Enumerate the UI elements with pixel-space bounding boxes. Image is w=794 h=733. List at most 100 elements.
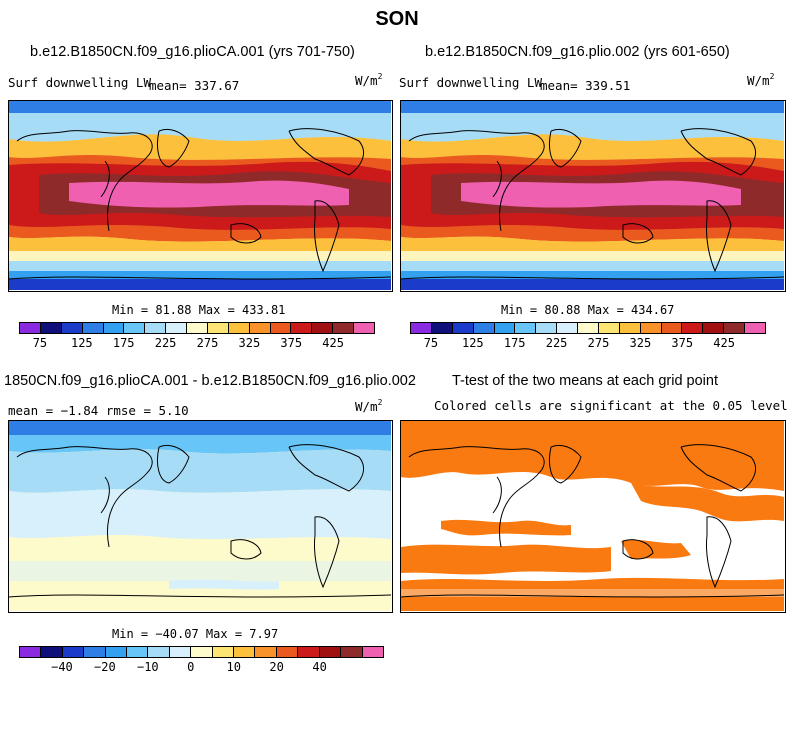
colorbar-tick-label: 175 [503, 336, 526, 350]
colorbar-swatch [640, 323, 662, 333]
colorbar-swatch [354, 323, 374, 333]
colorbar-tick-label: 425 [322, 336, 344, 350]
colorbar-swatch [40, 323, 62, 333]
colorbar-swatch [105, 647, 128, 657]
colorbar-swatch [41, 647, 63, 657]
panel2-minmax: Min = 80.88 Max = 434.67 [501, 303, 675, 317]
colorbar-swatch [298, 647, 320, 657]
colorbar-swatch [270, 323, 292, 333]
colorbar-swatch [191, 647, 213, 657]
colorbar-swatch [703, 323, 725, 333]
colorbar-tick-label: −20 [94, 660, 116, 674]
colorbar-swatch [557, 323, 578, 333]
colorbar-swatch [411, 323, 432, 333]
colorbar-swatch [682, 323, 704, 333]
colorbar-tick-label: 225 [545, 336, 568, 350]
colorbar-swatch [319, 647, 342, 657]
panel3-colorbar-ticks: −40 −20 −10 0 10 20 40 [19, 660, 384, 676]
colorbar-swatch [20, 647, 42, 657]
colorbar-swatch [661, 323, 683, 333]
colorbar-swatch [148, 647, 170, 657]
colorbar-swatch [249, 323, 271, 333]
colorbar-swatch [341, 647, 363, 657]
colorbar-swatch [169, 647, 192, 657]
colorbar-swatch [228, 323, 250, 333]
panel4-subtitle: Colored cells are significant at the 0.0… [434, 398, 788, 413]
colorbar-tick-label: 0 [187, 660, 195, 674]
panel3-units: W/m2 [355, 398, 383, 414]
colorbar-swatch [312, 323, 334, 333]
colorbar-swatch [745, 323, 765, 333]
panel1-variable: Surf downwelling LW [8, 75, 151, 90]
colorbar-swatch [166, 323, 187, 333]
colorbar-tick-label: 275 [196, 336, 219, 350]
colorbar-swatch [619, 323, 641, 333]
colorbar-tick-label: 40 [312, 660, 327, 674]
colorbar-swatch [452, 323, 474, 333]
colorbar-swatch [61, 323, 83, 333]
colorbar-tick-label: 125 [70, 336, 93, 350]
colorbar-swatch [333, 323, 354, 333]
colorbar-swatch [212, 647, 235, 657]
colorbar-swatch [84, 647, 106, 657]
colorbar-swatch [578, 323, 599, 333]
panel3-minmax: Min = −40.07 Max = 7.97 [112, 627, 279, 641]
colorbar-swatch [145, 323, 167, 333]
colorbar-swatch [724, 323, 745, 333]
colorbar-swatch [276, 647, 299, 657]
colorbar-swatch [494, 323, 516, 333]
panel2-colorbar-ticks: 75 125 175 225 275 325 375 425 [410, 336, 766, 352]
colorbar-swatch [124, 323, 146, 333]
colorbar-swatch [473, 323, 495, 333]
colorbar-tick-label: 75 [32, 336, 48, 350]
colorbar-swatch [362, 647, 383, 657]
panel1-units: W/m2 [355, 72, 383, 88]
panel2-title: b.e12.B1850CN.f09_g16.plio.002 (yrs 601-… [425, 44, 730, 60]
colorbar-tick-label: 425 [713, 336, 735, 350]
panel1-minmax: Min = 81.88 Max = 433.81 [112, 303, 286, 317]
figure-title: SON [375, 8, 419, 30]
colorbar-swatch [234, 647, 256, 657]
colorbar-tick-label: 375 [671, 336, 694, 350]
colorbar-swatch [598, 323, 620, 333]
panel3-colorbar [19, 646, 384, 658]
colorbar-tick-label: 125 [461, 336, 484, 350]
colorbar-tick-label: 375 [280, 336, 303, 350]
colorbar-swatch [431, 323, 453, 333]
colorbar-tick-label: 175 [112, 336, 135, 350]
panel2-map [400, 100, 786, 292]
colorbar-tick-label: 10 [226, 660, 241, 674]
colorbar-swatch [20, 323, 41, 333]
panel2-mean: mean= 339.51 [540, 78, 631, 93]
panel2-variable: Surf downwelling LW [399, 75, 542, 90]
colorbar-tick-label: 225 [154, 336, 177, 350]
panel3-map [8, 420, 393, 613]
panel2-units: W/m2 [747, 72, 775, 88]
colorbar-swatch [291, 323, 313, 333]
colorbar-swatch [536, 323, 558, 333]
colorbar-tick-label: 325 [629, 336, 652, 350]
colorbar-swatch [127, 647, 149, 657]
panel4-map [400, 420, 786, 613]
colorbar-swatch [207, 323, 229, 333]
panel2-colorbar [410, 322, 766, 334]
colorbar-tick-label: −40 [51, 660, 73, 674]
panel4-title: T-test of the two means at each grid poi… [452, 373, 718, 389]
panel1-mean: mean= 337.67 [149, 78, 240, 93]
colorbar-swatch [82, 323, 104, 333]
panel1-map [8, 100, 393, 292]
colorbar-tick-label: −10 [136, 660, 159, 674]
colorbar-tick-label: 325 [238, 336, 261, 350]
colorbar-swatch [62, 647, 85, 657]
colorbar-swatch [103, 323, 125, 333]
panel1-colorbar [19, 322, 375, 334]
colorbar-tick-label: 275 [587, 336, 610, 350]
panel3-stats: mean = −1.84 rmse = 5.10 [8, 403, 189, 418]
colorbar-swatch [255, 647, 277, 657]
colorbar-tick-label: 75 [423, 336, 439, 350]
colorbar-tick-label: 20 [269, 660, 284, 674]
panel1-colorbar-ticks: 75 125 175 225 275 325 375 425 [19, 336, 375, 352]
colorbar-swatch [515, 323, 537, 333]
panel1-title: b.e12.B1850CN.f09_g16.plioCA.001 (yrs 70… [30, 44, 355, 60]
panel3-title: 1850CN.f09_g16.plioCA.001 - b.e12.B1850C… [4, 373, 416, 389]
